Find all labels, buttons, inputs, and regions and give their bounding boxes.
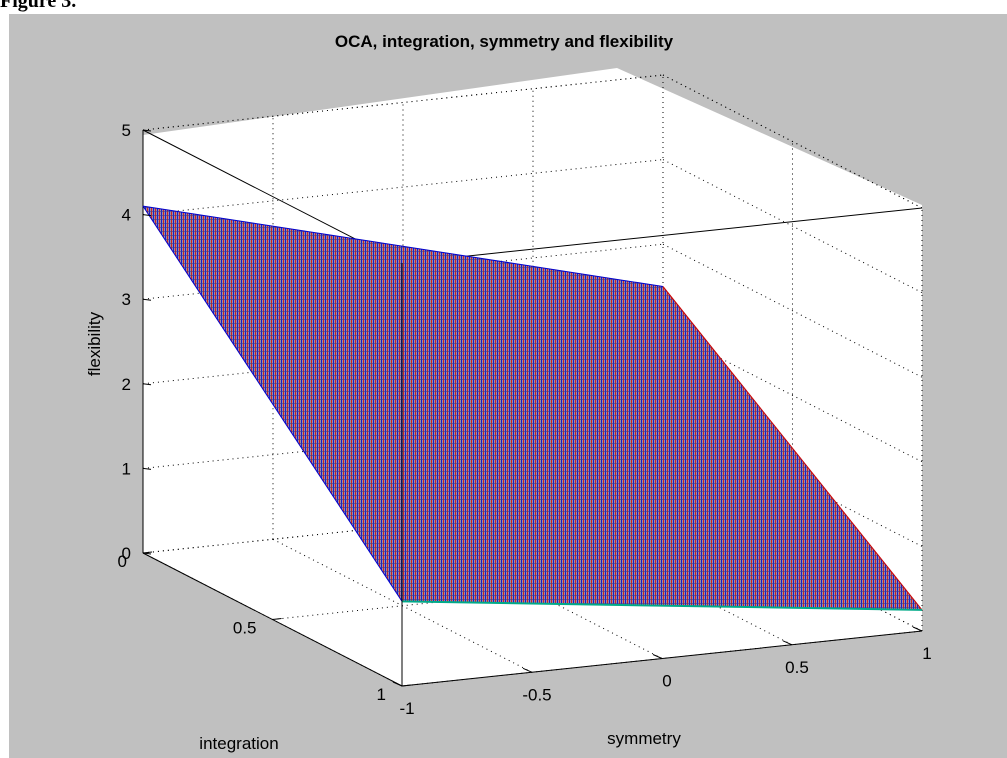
figure-caption: Figure 3. — [0, 0, 77, 12]
y-tick-mark — [272, 618, 282, 620]
x-tick-mark — [522, 667, 533, 673]
z-tick-label: 0 — [122, 544, 131, 563]
z-tick-label: 3 — [122, 290, 131, 309]
z-tick-mark — [142, 214, 152, 217]
grid-line — [662, 243, 923, 378]
y-tick-label: 0.5 — [233, 619, 257, 638]
x-tick-mark — [392, 681, 403, 687]
surface-plot: 0 1 2 3 4 5 0 0.5 1 -1 -0.5 0 0.5 1 OCA, integration,… — [85, 32, 932, 753]
z-tick-mark — [142, 383, 152, 386]
z-tick-label: 2 — [122, 375, 131, 394]
tick-labels: 0 1 2 3 4 5 0 0.5 1 -1 -0.5 0 0.5 1 — [118, 121, 932, 718]
x-tick-label: 0 — [662, 672, 671, 691]
y-tick-mark — [401, 684, 412, 687]
surface-mesh — [142, 205, 923, 611]
x-tick-mark — [652, 654, 663, 659]
z-tick-mark — [142, 298, 152, 301]
y-tick-label: 0 — [118, 552, 127, 571]
z-tick-label: 5 — [122, 121, 131, 140]
grid-line — [662, 159, 923, 294]
surface-edge — [142, 205, 664, 287]
x-axis-label: symmetry — [607, 729, 681, 748]
z-tick-mark — [142, 129, 152, 132]
surface-edge — [662, 286, 923, 611]
box-edge-dotted — [142, 74, 664, 131]
x-tick-mark — [912, 626, 923, 632]
grid-line — [142, 243, 664, 300]
box-edge-dotted — [662, 74, 923, 209]
x-tick-label: 1 — [922, 644, 931, 663]
z-tick-label: 1 — [122, 459, 131, 478]
surface-patch — [143, 206, 922, 610]
grid-line — [662, 328, 923, 463]
z-tick-label: 4 — [122, 206, 131, 225]
surface-edge — [142, 205, 403, 602]
box-edge — [401, 207, 923, 264]
grid-line — [142, 159, 664, 216]
y-tick-label: 1 — [377, 685, 386, 704]
figure-window: 0 1 2 3 4 5 0 0.5 1 -1 -0.5 0 0.5 1 OCA, integration,… — [9, 14, 1007, 758]
surface-edge — [401, 600, 923, 611]
x-tick-mark — [782, 640, 793, 646]
z-tick-mark — [142, 467, 152, 470]
y-axis-label: integration — [199, 734, 278, 753]
y-tick-mark — [142, 551, 153, 554]
chart-title: OCA, integration, symmetry and flexibili… — [335, 32, 674, 51]
x-tick-label: 0.5 — [785, 658, 809, 677]
x-tick-label: -0.5 — [522, 685, 551, 704]
x-tick-label: -1 — [399, 699, 414, 718]
z-axis-label: flexibility — [85, 311, 104, 376]
